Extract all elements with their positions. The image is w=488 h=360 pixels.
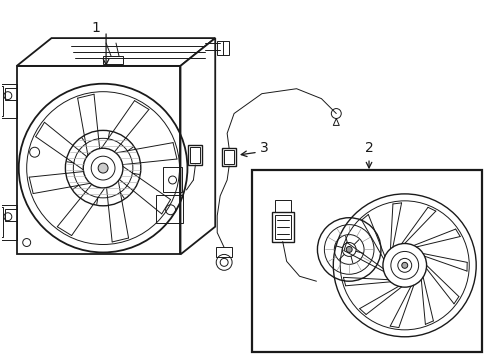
Bar — [224, 150, 234, 164]
Bar — [0, 84, 17, 118]
Circle shape — [346, 247, 351, 252]
Bar — [217, 41, 229, 55]
Polygon shape — [180, 38, 215, 255]
Polygon shape — [17, 38, 215, 66]
Bar — [216, 247, 232, 257]
Bar — [0, 207, 3, 237]
Circle shape — [401, 262, 407, 268]
Bar — [274, 200, 290, 212]
Bar — [190, 147, 200, 163]
Bar — [222, 148, 236, 166]
Text: 3: 3 — [259, 141, 268, 155]
Bar — [5, 88, 17, 100]
Circle shape — [98, 163, 108, 173]
Bar — [155, 195, 183, 223]
Bar — [188, 145, 202, 165]
Bar — [5, 209, 17, 221]
Bar — [103, 56, 122, 64]
Text: 2: 2 — [364, 141, 373, 155]
Bar — [271, 212, 293, 242]
Bar — [0, 205, 17, 239]
Bar — [251, 170, 481, 352]
Bar — [17, 66, 180, 255]
Text: 1: 1 — [92, 21, 101, 35]
Bar — [163, 167, 182, 192]
Bar — [274, 215, 290, 239]
Bar — [0, 86, 3, 116]
